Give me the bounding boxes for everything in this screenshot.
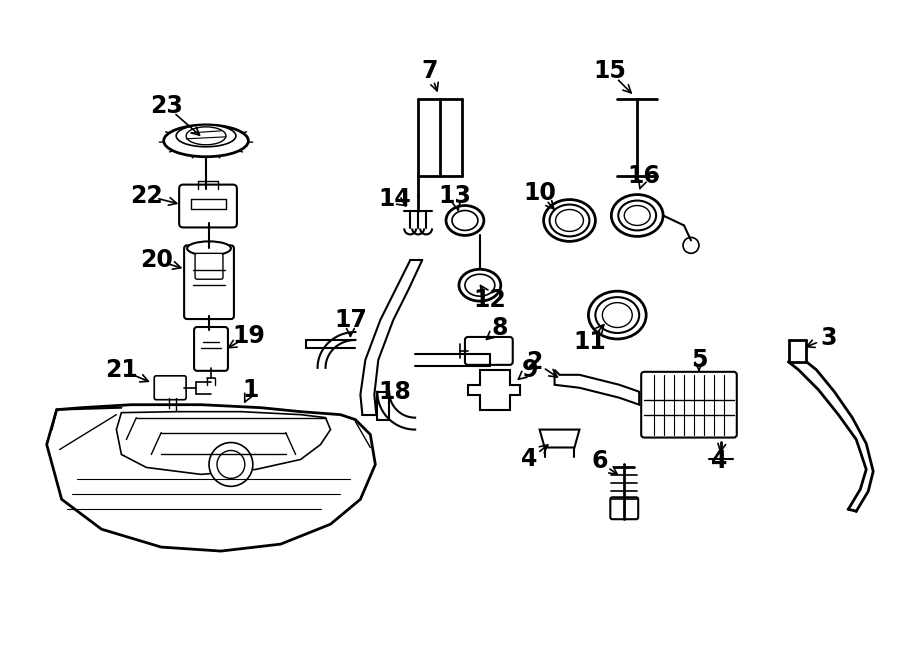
Text: 1: 1 [243,377,259,402]
Text: 16: 16 [627,164,661,188]
FancyBboxPatch shape [154,376,186,400]
Ellipse shape [459,269,500,301]
Text: 3: 3 [820,326,837,350]
Ellipse shape [164,125,248,157]
Polygon shape [116,412,330,475]
Text: 11: 11 [573,330,606,354]
Text: 19: 19 [232,324,266,348]
Ellipse shape [618,200,656,231]
Text: 13: 13 [438,184,472,208]
Ellipse shape [452,210,478,231]
Text: 14: 14 [379,186,411,211]
FancyBboxPatch shape [184,245,234,319]
Text: 21: 21 [105,358,138,382]
Text: 8: 8 [491,316,508,340]
Ellipse shape [186,127,226,145]
Polygon shape [554,370,639,405]
Text: 18: 18 [379,379,411,404]
Ellipse shape [550,204,590,237]
FancyBboxPatch shape [465,337,513,365]
Text: 15: 15 [593,59,626,83]
Text: 9: 9 [521,358,538,382]
FancyBboxPatch shape [610,497,638,519]
Text: 22: 22 [130,184,163,208]
Ellipse shape [465,274,495,296]
Ellipse shape [446,206,484,235]
Text: 2: 2 [526,350,543,374]
Polygon shape [468,370,519,410]
Circle shape [683,237,699,253]
Ellipse shape [176,125,236,147]
Ellipse shape [555,210,583,231]
Circle shape [217,451,245,479]
Polygon shape [540,430,580,447]
Text: 4: 4 [711,449,727,473]
FancyBboxPatch shape [195,253,223,279]
FancyBboxPatch shape [179,184,237,227]
Text: 10: 10 [523,180,556,205]
Text: 20: 20 [140,249,173,272]
Polygon shape [47,405,375,551]
Text: 7: 7 [422,59,438,83]
Text: 17: 17 [334,308,367,332]
Ellipse shape [187,241,231,255]
Ellipse shape [611,194,663,237]
Ellipse shape [544,200,596,241]
Text: 12: 12 [473,288,506,312]
Ellipse shape [602,303,632,327]
Text: 4: 4 [521,447,538,471]
Ellipse shape [625,206,650,225]
Text: 5: 5 [690,348,707,372]
FancyBboxPatch shape [641,372,737,438]
FancyBboxPatch shape [194,327,228,371]
Ellipse shape [589,291,646,339]
Ellipse shape [596,297,639,333]
Circle shape [209,442,253,486]
Text: 6: 6 [591,449,608,473]
Text: 23: 23 [149,94,183,118]
